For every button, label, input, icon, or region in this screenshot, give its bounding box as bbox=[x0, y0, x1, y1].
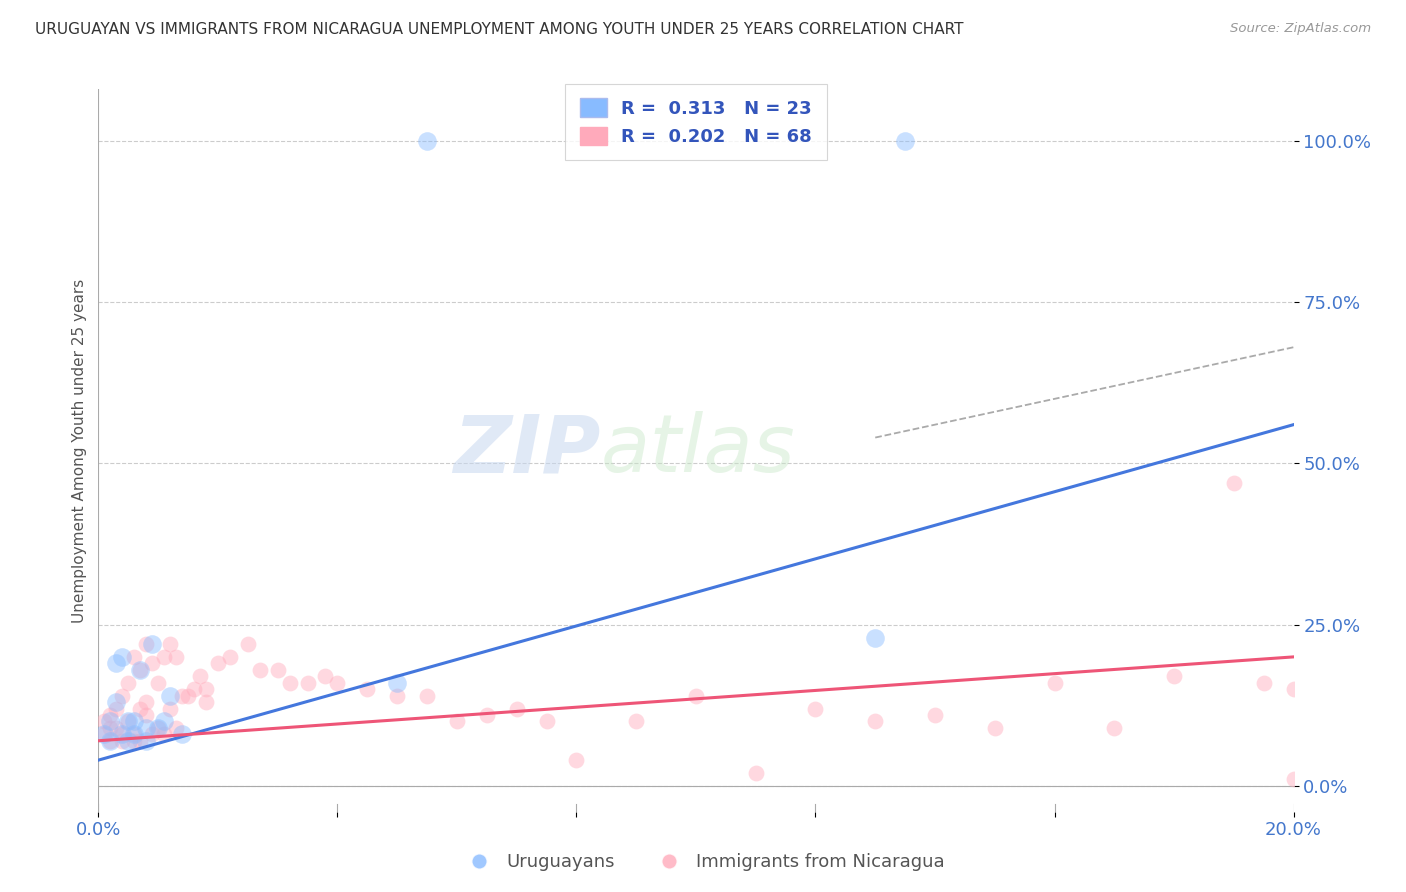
Point bbox=[111, 727, 134, 741]
Point bbox=[685, 689, 707, 703]
Point bbox=[267, 663, 290, 677]
Point bbox=[117, 733, 139, 747]
Point bbox=[124, 714, 146, 729]
Text: ZIP: ZIP bbox=[453, 411, 600, 490]
Point bbox=[98, 714, 122, 729]
Point bbox=[153, 727, 176, 741]
Point bbox=[129, 733, 152, 747]
Point bbox=[172, 727, 194, 741]
Point bbox=[98, 721, 122, 735]
Point bbox=[326, 675, 349, 690]
Point bbox=[111, 733, 134, 747]
Point bbox=[93, 714, 115, 729]
Text: Source: ZipAtlas.com: Source: ZipAtlas.com bbox=[1230, 22, 1371, 36]
Point bbox=[148, 721, 170, 735]
Point bbox=[117, 675, 139, 690]
Point bbox=[129, 663, 152, 677]
Point bbox=[141, 727, 163, 741]
Point bbox=[984, 721, 1007, 735]
Point bbox=[249, 663, 271, 677]
Point bbox=[117, 714, 139, 729]
Point bbox=[153, 714, 176, 729]
Point bbox=[165, 721, 187, 735]
Point bbox=[278, 675, 301, 690]
Point bbox=[124, 649, 146, 664]
Point bbox=[356, 682, 378, 697]
Point bbox=[195, 695, 218, 709]
Y-axis label: Unemployment Among Youth under 25 years: Unemployment Among Youth under 25 years bbox=[72, 278, 87, 623]
Point bbox=[188, 669, 211, 683]
Point bbox=[297, 675, 319, 690]
Point bbox=[153, 649, 176, 664]
Point bbox=[506, 701, 529, 715]
Point bbox=[159, 689, 181, 703]
Point bbox=[124, 727, 146, 741]
Point bbox=[111, 649, 134, 664]
Point bbox=[93, 727, 115, 741]
Point bbox=[124, 727, 146, 741]
Legend: R =  0.313   N = 23, R =  0.202   N = 68: R = 0.313 N = 23, R = 0.202 N = 68 bbox=[565, 84, 827, 161]
Point bbox=[1253, 675, 1275, 690]
Text: URUGUAYAN VS IMMIGRANTS FROM NICARAGUA UNEMPLOYMENT AMONG YOUTH UNDER 25 YEARS C: URUGUAYAN VS IMMIGRANTS FROM NICARAGUA U… bbox=[35, 22, 963, 37]
Point bbox=[416, 134, 439, 148]
Point bbox=[111, 727, 134, 741]
Point bbox=[745, 766, 768, 780]
Point bbox=[1223, 475, 1246, 490]
Point bbox=[98, 733, 122, 747]
Point bbox=[148, 675, 170, 690]
Legend: Uruguayans, Immigrants from Nicaragua: Uruguayans, Immigrants from Nicaragua bbox=[454, 847, 952, 879]
Point bbox=[105, 701, 128, 715]
Point bbox=[1104, 721, 1126, 735]
Point bbox=[536, 714, 558, 729]
Point bbox=[475, 708, 498, 723]
Point bbox=[1163, 669, 1185, 683]
Point bbox=[924, 708, 946, 723]
Point bbox=[105, 657, 128, 671]
Point bbox=[105, 695, 128, 709]
Point bbox=[177, 689, 200, 703]
Point bbox=[165, 649, 187, 664]
Point bbox=[98, 708, 122, 723]
Point bbox=[93, 727, 115, 741]
Point bbox=[195, 682, 218, 697]
Point bbox=[135, 695, 157, 709]
Point bbox=[172, 689, 194, 703]
Point bbox=[446, 714, 468, 729]
Point bbox=[1282, 682, 1305, 697]
Point bbox=[1043, 675, 1066, 690]
Point bbox=[135, 637, 157, 651]
Point bbox=[565, 753, 588, 767]
Point bbox=[135, 708, 157, 723]
Point bbox=[416, 689, 439, 703]
Text: atlas: atlas bbox=[600, 411, 796, 490]
Point bbox=[117, 714, 139, 729]
Point bbox=[111, 689, 134, 703]
Point bbox=[894, 134, 917, 148]
Point bbox=[98, 733, 122, 747]
Point bbox=[219, 649, 242, 664]
Point bbox=[865, 714, 887, 729]
Point bbox=[315, 669, 337, 683]
Point bbox=[385, 689, 409, 703]
Point bbox=[207, 657, 229, 671]
Point bbox=[159, 701, 181, 715]
Point bbox=[236, 637, 259, 651]
Point bbox=[141, 637, 163, 651]
Point bbox=[129, 663, 152, 677]
Point bbox=[135, 733, 157, 747]
Point bbox=[148, 721, 170, 735]
Point bbox=[626, 714, 648, 729]
Point bbox=[183, 682, 205, 697]
Point bbox=[105, 721, 128, 735]
Point bbox=[135, 721, 157, 735]
Point bbox=[141, 657, 163, 671]
Point bbox=[1282, 772, 1305, 787]
Point bbox=[124, 733, 146, 747]
Point bbox=[129, 701, 152, 715]
Point bbox=[804, 701, 827, 715]
Point bbox=[385, 675, 409, 690]
Point bbox=[865, 631, 887, 645]
Point bbox=[159, 637, 181, 651]
